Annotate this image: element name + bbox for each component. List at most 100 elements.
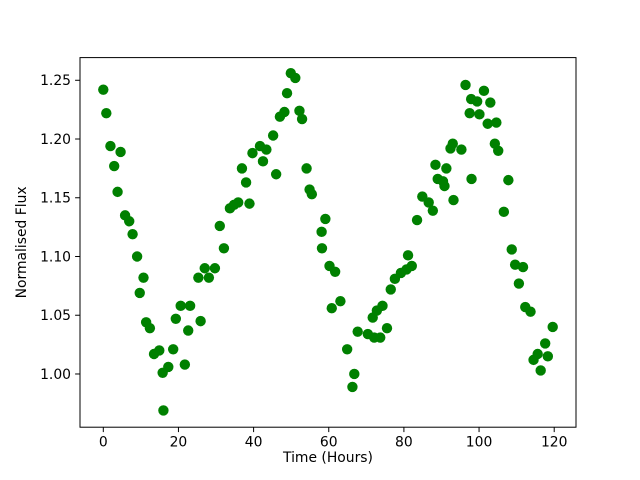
data-point <box>290 72 301 84</box>
data-point <box>112 186 123 198</box>
data-point <box>267 130 279 141</box>
data-point <box>506 244 517 255</box>
data-point <box>466 173 477 185</box>
data-point <box>329 266 341 277</box>
data-point <box>203 272 215 283</box>
data-point <box>491 117 502 128</box>
x-tick-label: 0 <box>99 435 108 451</box>
data-point <box>101 107 112 119</box>
data-point <box>138 272 149 283</box>
data-point <box>127 228 138 240</box>
data-point <box>335 295 346 307</box>
data-point <box>478 85 490 97</box>
x-tick-label: 60 <box>320 435 338 451</box>
data-point <box>385 284 396 295</box>
data-point <box>108 160 120 172</box>
data-point <box>547 321 558 333</box>
data-point <box>464 107 475 119</box>
data-point <box>320 213 331 225</box>
data-point <box>261 144 272 155</box>
data-point <box>175 300 186 312</box>
data-point <box>456 144 467 155</box>
data-point <box>427 205 439 216</box>
data-point <box>509 259 521 270</box>
data-point <box>214 220 225 232</box>
data-point <box>306 189 318 200</box>
data-point <box>539 338 551 349</box>
data-point <box>195 315 206 327</box>
data-point <box>460 79 471 91</box>
data-point <box>98 84 109 95</box>
scatter-points <box>98 68 558 416</box>
y-tick-label: 1.00 <box>40 367 71 383</box>
x-tick-label: 80 <box>395 435 413 451</box>
y-axis-label: Normalised Flux <box>14 186 30 298</box>
data-point <box>294 105 305 117</box>
data-point <box>236 163 248 174</box>
data-point <box>134 287 145 299</box>
data-point <box>167 344 179 355</box>
data-point <box>144 322 156 334</box>
x-tick-label: 120 <box>541 435 568 451</box>
data-point <box>498 206 510 218</box>
data-point <box>281 87 293 99</box>
y-tick-label: 1.20 <box>40 132 71 148</box>
data-point <box>535 365 546 376</box>
x-tick-label: 100 <box>466 435 493 451</box>
data-point <box>301 163 312 174</box>
data-point <box>441 163 452 174</box>
y-axis-ticks: 1.00 1.05 1.10 1.15 1.20 1.25 <box>40 73 80 383</box>
y-tick-label: 1.10 <box>40 249 71 265</box>
data-point <box>326 302 337 314</box>
y-tick-label: 1.15 <box>40 191 71 207</box>
data-point <box>347 381 358 393</box>
data-point <box>402 250 414 261</box>
data-point <box>430 159 441 171</box>
data-point <box>485 97 496 108</box>
data-point <box>471 96 483 107</box>
data-point <box>439 180 450 192</box>
data-point <box>377 300 388 312</box>
data-point <box>448 194 459 206</box>
data-point <box>279 106 290 118</box>
data-point <box>218 243 230 254</box>
data-point <box>381 322 393 334</box>
data-point <box>183 325 194 336</box>
data-point <box>411 214 423 226</box>
data-point <box>316 226 327 238</box>
data-point <box>163 361 174 373</box>
data-point <box>296 113 308 125</box>
data-point <box>240 177 252 188</box>
data-point <box>352 326 363 337</box>
data-point <box>406 260 417 272</box>
data-point <box>493 145 504 156</box>
data-point <box>349 368 360 380</box>
data-point <box>517 261 529 273</box>
data-point <box>532 348 543 360</box>
x-axis-ticks: 0 20 40 60 80 100 120 <box>99 427 568 451</box>
data-point <box>375 332 386 343</box>
data-point <box>232 197 244 208</box>
data-point <box>503 174 514 186</box>
data-point <box>170 313 182 324</box>
y-tick-label: 1.05 <box>40 308 71 324</box>
data-point <box>179 359 191 370</box>
data-point <box>542 351 554 362</box>
data-point <box>270 169 282 180</box>
data-point <box>124 216 135 227</box>
data-point <box>105 140 116 152</box>
data-point <box>513 278 525 289</box>
x-tick-label: 40 <box>245 435 263 451</box>
data-point <box>341 344 353 355</box>
data-point <box>257 156 269 167</box>
data-point <box>131 251 143 262</box>
data-point <box>115 146 126 158</box>
data-point <box>474 109 485 120</box>
y-tick-label: 1.25 <box>40 73 71 89</box>
data-point <box>316 243 328 254</box>
data-point <box>447 138 458 149</box>
data-point <box>209 263 221 274</box>
data-point <box>184 300 196 312</box>
